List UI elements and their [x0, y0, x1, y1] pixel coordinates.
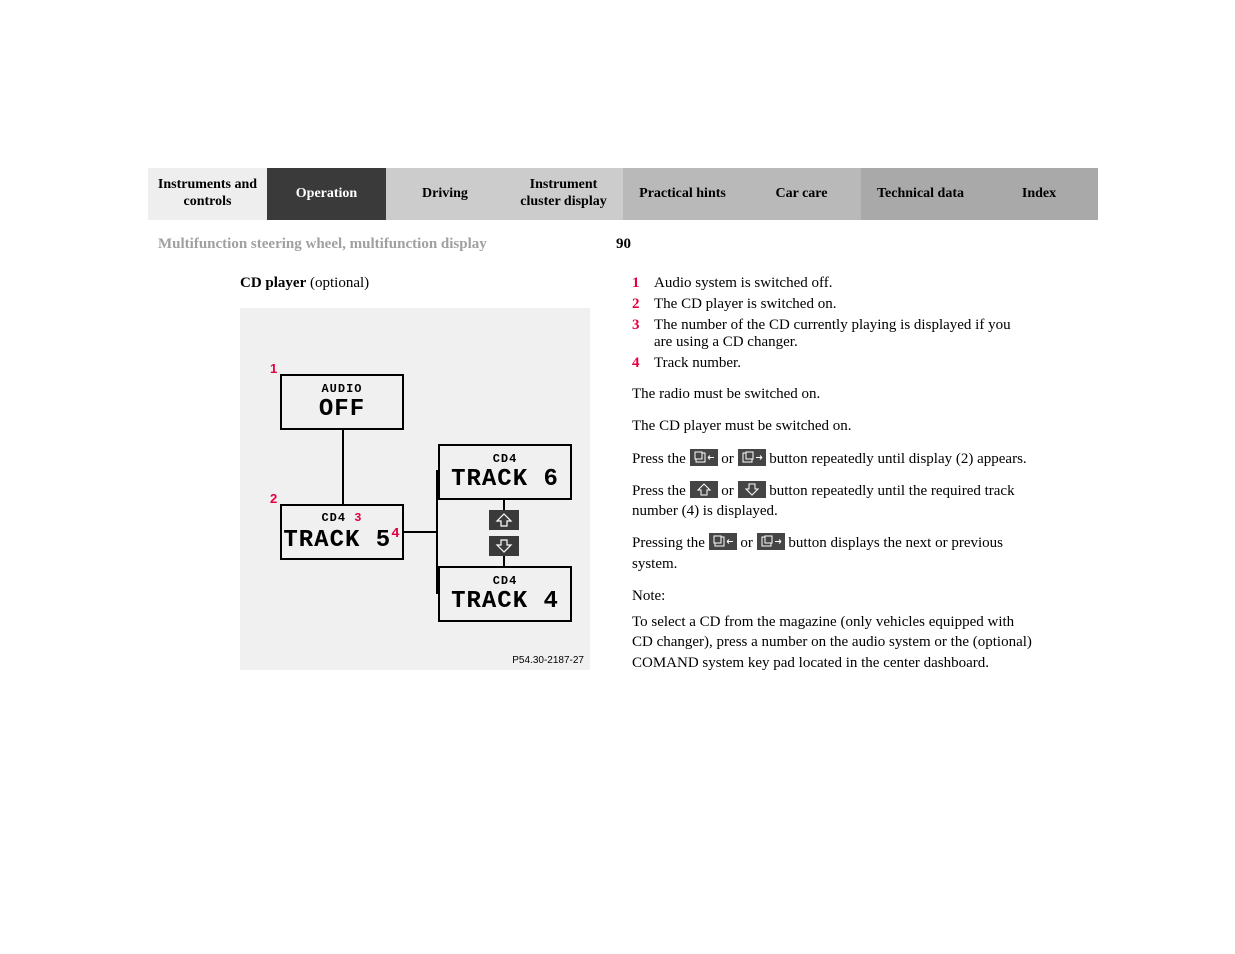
display-box-track4: CD4 TRACK 4: [438, 566, 572, 622]
tab-bar: Instruments and controls Operation Drivi…: [148, 168, 1087, 220]
figure-code: P54.30-2187-27: [512, 655, 584, 666]
paragraph: The CD player must be switched on.: [632, 416, 1032, 436]
up-arrow-button-icon: [690, 481, 718, 498]
tab-technical-data[interactable]: Technical data: [861, 168, 980, 220]
right-column: 1Audio system is switched off. 2The CD p…: [632, 275, 1032, 673]
left-column: CD player (optional) 1 AUDIO OFF 2 CD4 3…: [240, 275, 608, 673]
display-line: TRACK 4: [451, 590, 559, 614]
paragraph: The radio must be switched on.: [632, 384, 1032, 404]
next-page-button-icon: [757, 533, 785, 550]
note-label: Note:: [632, 586, 1032, 606]
tab-index[interactable]: Index: [980, 168, 1098, 220]
paragraph: Pressing the or button displays the next…: [632, 533, 1032, 574]
up-arrow-button-icon: [489, 510, 519, 530]
subtitle: CD player (optional): [240, 275, 608, 292]
page-content: CD player (optional) 1 AUDIO OFF 2 CD4 3…: [148, 275, 1087, 673]
legend-item: 4Track number.: [632, 355, 1032, 372]
legend-item: 2The CD player is switched on.: [632, 296, 1032, 313]
tab-instruments-controls[interactable]: Instruments and controls: [148, 168, 267, 220]
display-line: CD4: [493, 452, 518, 466]
legend-item: 1Audio system is switched off.: [632, 275, 1032, 292]
display-box-audio-off: AUDIO OFF: [280, 374, 404, 430]
callout-1: 1: [270, 361, 277, 376]
connector-line: [503, 500, 505, 510]
tab-car-care[interactable]: Car care: [742, 168, 861, 220]
prev-page-button-icon: [709, 533, 737, 550]
display-box-track5: CD4 3 TRACK 54: [280, 504, 404, 560]
display-line: TRACK 6: [451, 468, 559, 492]
tab-driving[interactable]: Driving: [386, 168, 504, 220]
connector-line: [503, 556, 505, 566]
display-box-track6: CD4 TRACK 6: [438, 444, 572, 500]
down-arrow-button-icon: [738, 481, 766, 498]
legend-item: 3The number of the CD currently playing …: [632, 317, 1032, 351]
manual-page: Instruments and controls Operation Drivi…: [0, 0, 1235, 673]
next-page-button-icon: [738, 449, 766, 466]
display-line: AUDIO: [321, 382, 362, 396]
display-line: CD4 3: [321, 511, 362, 525]
section-title: Multifunction steering wheel, multifunct…: [158, 236, 598, 253]
prev-page-button-icon: [690, 449, 718, 466]
connector-line: [342, 430, 344, 504]
paragraph: Press the or button repeatedly until dis…: [632, 449, 1032, 469]
display-line: OFF: [319, 398, 365, 422]
note-body: To select a CD from the magazine (only v…: [632, 612, 1032, 673]
display-line: TRACK 54: [283, 527, 400, 553]
paragraph: Press the or button repeatedly until the…: [632, 481, 1032, 522]
tab-instrument-cluster-display[interactable]: Instrument cluster display: [504, 168, 623, 220]
display-flow-diagram: 1 AUDIO OFF 2 CD4 3 TRACK 54 CD4 TRACK 6: [240, 308, 590, 670]
page-number: 90: [616, 236, 631, 253]
down-arrow-button-icon: [489, 536, 519, 556]
page-header: Multifunction steering wheel, multifunct…: [148, 236, 1087, 253]
tab-operation[interactable]: Operation: [267, 168, 386, 220]
display-line: CD4: [493, 574, 518, 588]
tab-practical-hints[interactable]: Practical hints: [623, 168, 742, 220]
connector-line: [404, 531, 436, 533]
callout-2: 2: [270, 491, 277, 506]
